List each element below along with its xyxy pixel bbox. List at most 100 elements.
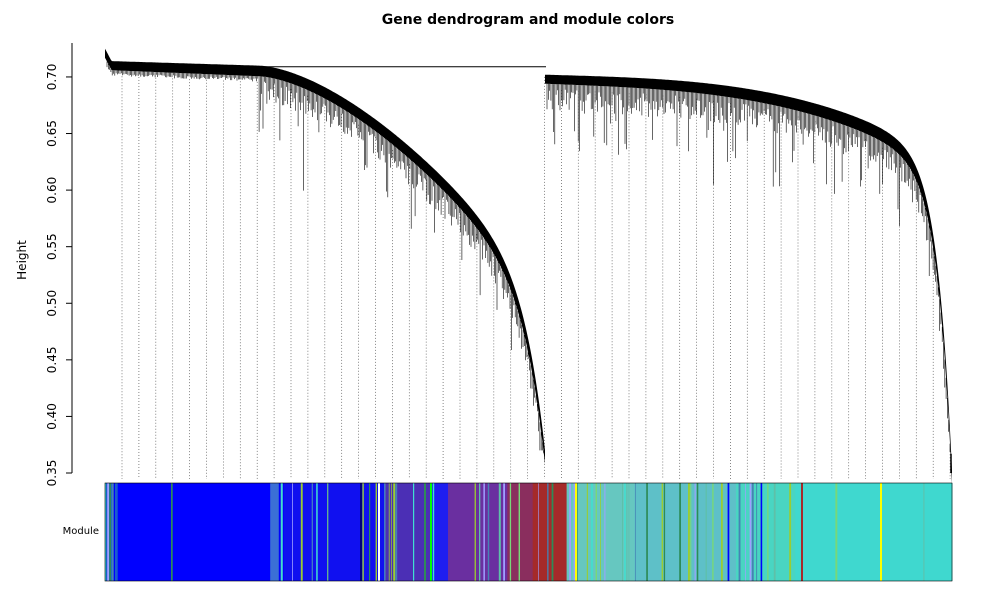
module-stripe <box>424 483 426 581</box>
module-stripe <box>393 483 396 581</box>
y-tick-label: 0.65 <box>45 120 59 147</box>
module-stripe <box>626 483 628 581</box>
cluster-right <box>545 74 952 485</box>
module-stripe <box>646 483 648 581</box>
module-stripe <box>624 483 626 581</box>
module-stripe <box>628 483 630 581</box>
module-stripe <box>300 483 303 581</box>
module-stripe <box>745 483 746 581</box>
module-stripe <box>292 483 293 581</box>
module-stripe <box>604 483 606 581</box>
y-tick-label: 0.55 <box>45 233 59 260</box>
module-segment <box>795 483 953 581</box>
module-stripe <box>111 483 114 581</box>
module-stripe <box>690 483 692 581</box>
module-stripe <box>569 483 571 581</box>
module-stripe <box>384 483 386 581</box>
module-stripe <box>107 483 109 581</box>
module-stripe <box>391 483 392 581</box>
module-segment <box>117 483 271 581</box>
leaf-guides <box>121 76 951 479</box>
module-stripe <box>395 483 398 581</box>
module-stripe <box>789 483 792 581</box>
module-segment <box>448 483 508 581</box>
module-accent <box>880 483 882 581</box>
module-stripe <box>538 483 539 581</box>
module-stripe <box>281 483 283 581</box>
module-segment <box>634 483 737 581</box>
module-stripe <box>595 483 597 581</box>
module-stripe <box>688 483 690 581</box>
module-stripe <box>278 483 281 581</box>
chart-title: Gene dendrogram and module colors <box>381 12 675 28</box>
module-accent <box>430 483 432 581</box>
module-stripe <box>483 483 485 581</box>
module-stripe <box>474 483 476 581</box>
module-stripe <box>712 483 714 581</box>
module-stripe <box>600 483 601 581</box>
module-stripe <box>696 483 699 581</box>
y-tick-label: 0.50 <box>45 290 59 317</box>
module-stripe <box>661 483 664 581</box>
module-stripe <box>479 483 481 581</box>
module-stripe <box>749 483 752 581</box>
module-stripe <box>283 483 284 581</box>
module-bar-frame <box>104 482 953 582</box>
module-stripe <box>487 483 490 581</box>
module-accent <box>360 483 362 581</box>
module-stripe <box>503 483 505 581</box>
module-stripe <box>591 483 593 581</box>
module-stripe <box>369 483 371 581</box>
module-stripe <box>663 483 666 581</box>
module-stripe <box>105 483 106 581</box>
module-stripe <box>375 483 377 581</box>
module-stripe <box>694 483 696 581</box>
module-stripe <box>756 483 758 581</box>
y-tick-label: 0.60 <box>45 177 59 204</box>
module-stripe <box>773 483 776 581</box>
y-tick-label: 0.70 <box>45 64 59 91</box>
module-stripe <box>413 483 415 581</box>
module-stripe <box>835 483 838 581</box>
module-stripe <box>573 483 575 581</box>
module-segment <box>736 483 796 581</box>
module-accent <box>801 483 803 581</box>
module-stripe <box>547 483 549 581</box>
module-stripe <box>751 483 754 581</box>
module-stripe <box>171 483 173 581</box>
module-stripe <box>509 483 512 581</box>
y-tick-label: 0.35 <box>45 460 59 487</box>
module-stripe <box>705 483 707 581</box>
module-stripe <box>113 483 115 581</box>
module-stripe <box>738 483 741 581</box>
module-stripe <box>316 483 318 581</box>
module-stripe <box>923 483 925 581</box>
module-stripe <box>586 483 588 581</box>
module-stripe <box>679 483 681 581</box>
module-segment <box>507 483 534 581</box>
module-stripe <box>109 483 111 581</box>
module-stripe <box>327 483 329 581</box>
module-stripe <box>635 483 636 581</box>
module-stripe <box>388 483 390 581</box>
module-segment <box>532 483 568 581</box>
module-stripe <box>432 483 435 581</box>
module-stripe <box>622 483 623 581</box>
module-accent <box>575 483 577 581</box>
module-segment <box>431 483 449 581</box>
module-stripe <box>767 483 769 581</box>
module-stripe <box>551 483 554 581</box>
module-stripe <box>311 483 313 581</box>
module-stripe <box>721 483 723 581</box>
module-color-bar <box>104 482 953 582</box>
module-bar-label: Module <box>62 526 99 537</box>
module-segment <box>282 483 385 581</box>
module-accent <box>378 483 380 581</box>
y-axis: 0.35 0.40 0.45 0.50 0.55 0.60 0.65 0.70 <box>45 43 73 487</box>
cluster-left <box>105 48 545 464</box>
y-tick-label: 0.45 <box>45 346 59 373</box>
module-stripe <box>498 483 501 581</box>
y-tick-label: 0.40 <box>45 403 59 430</box>
module-stripe <box>727 483 730 581</box>
